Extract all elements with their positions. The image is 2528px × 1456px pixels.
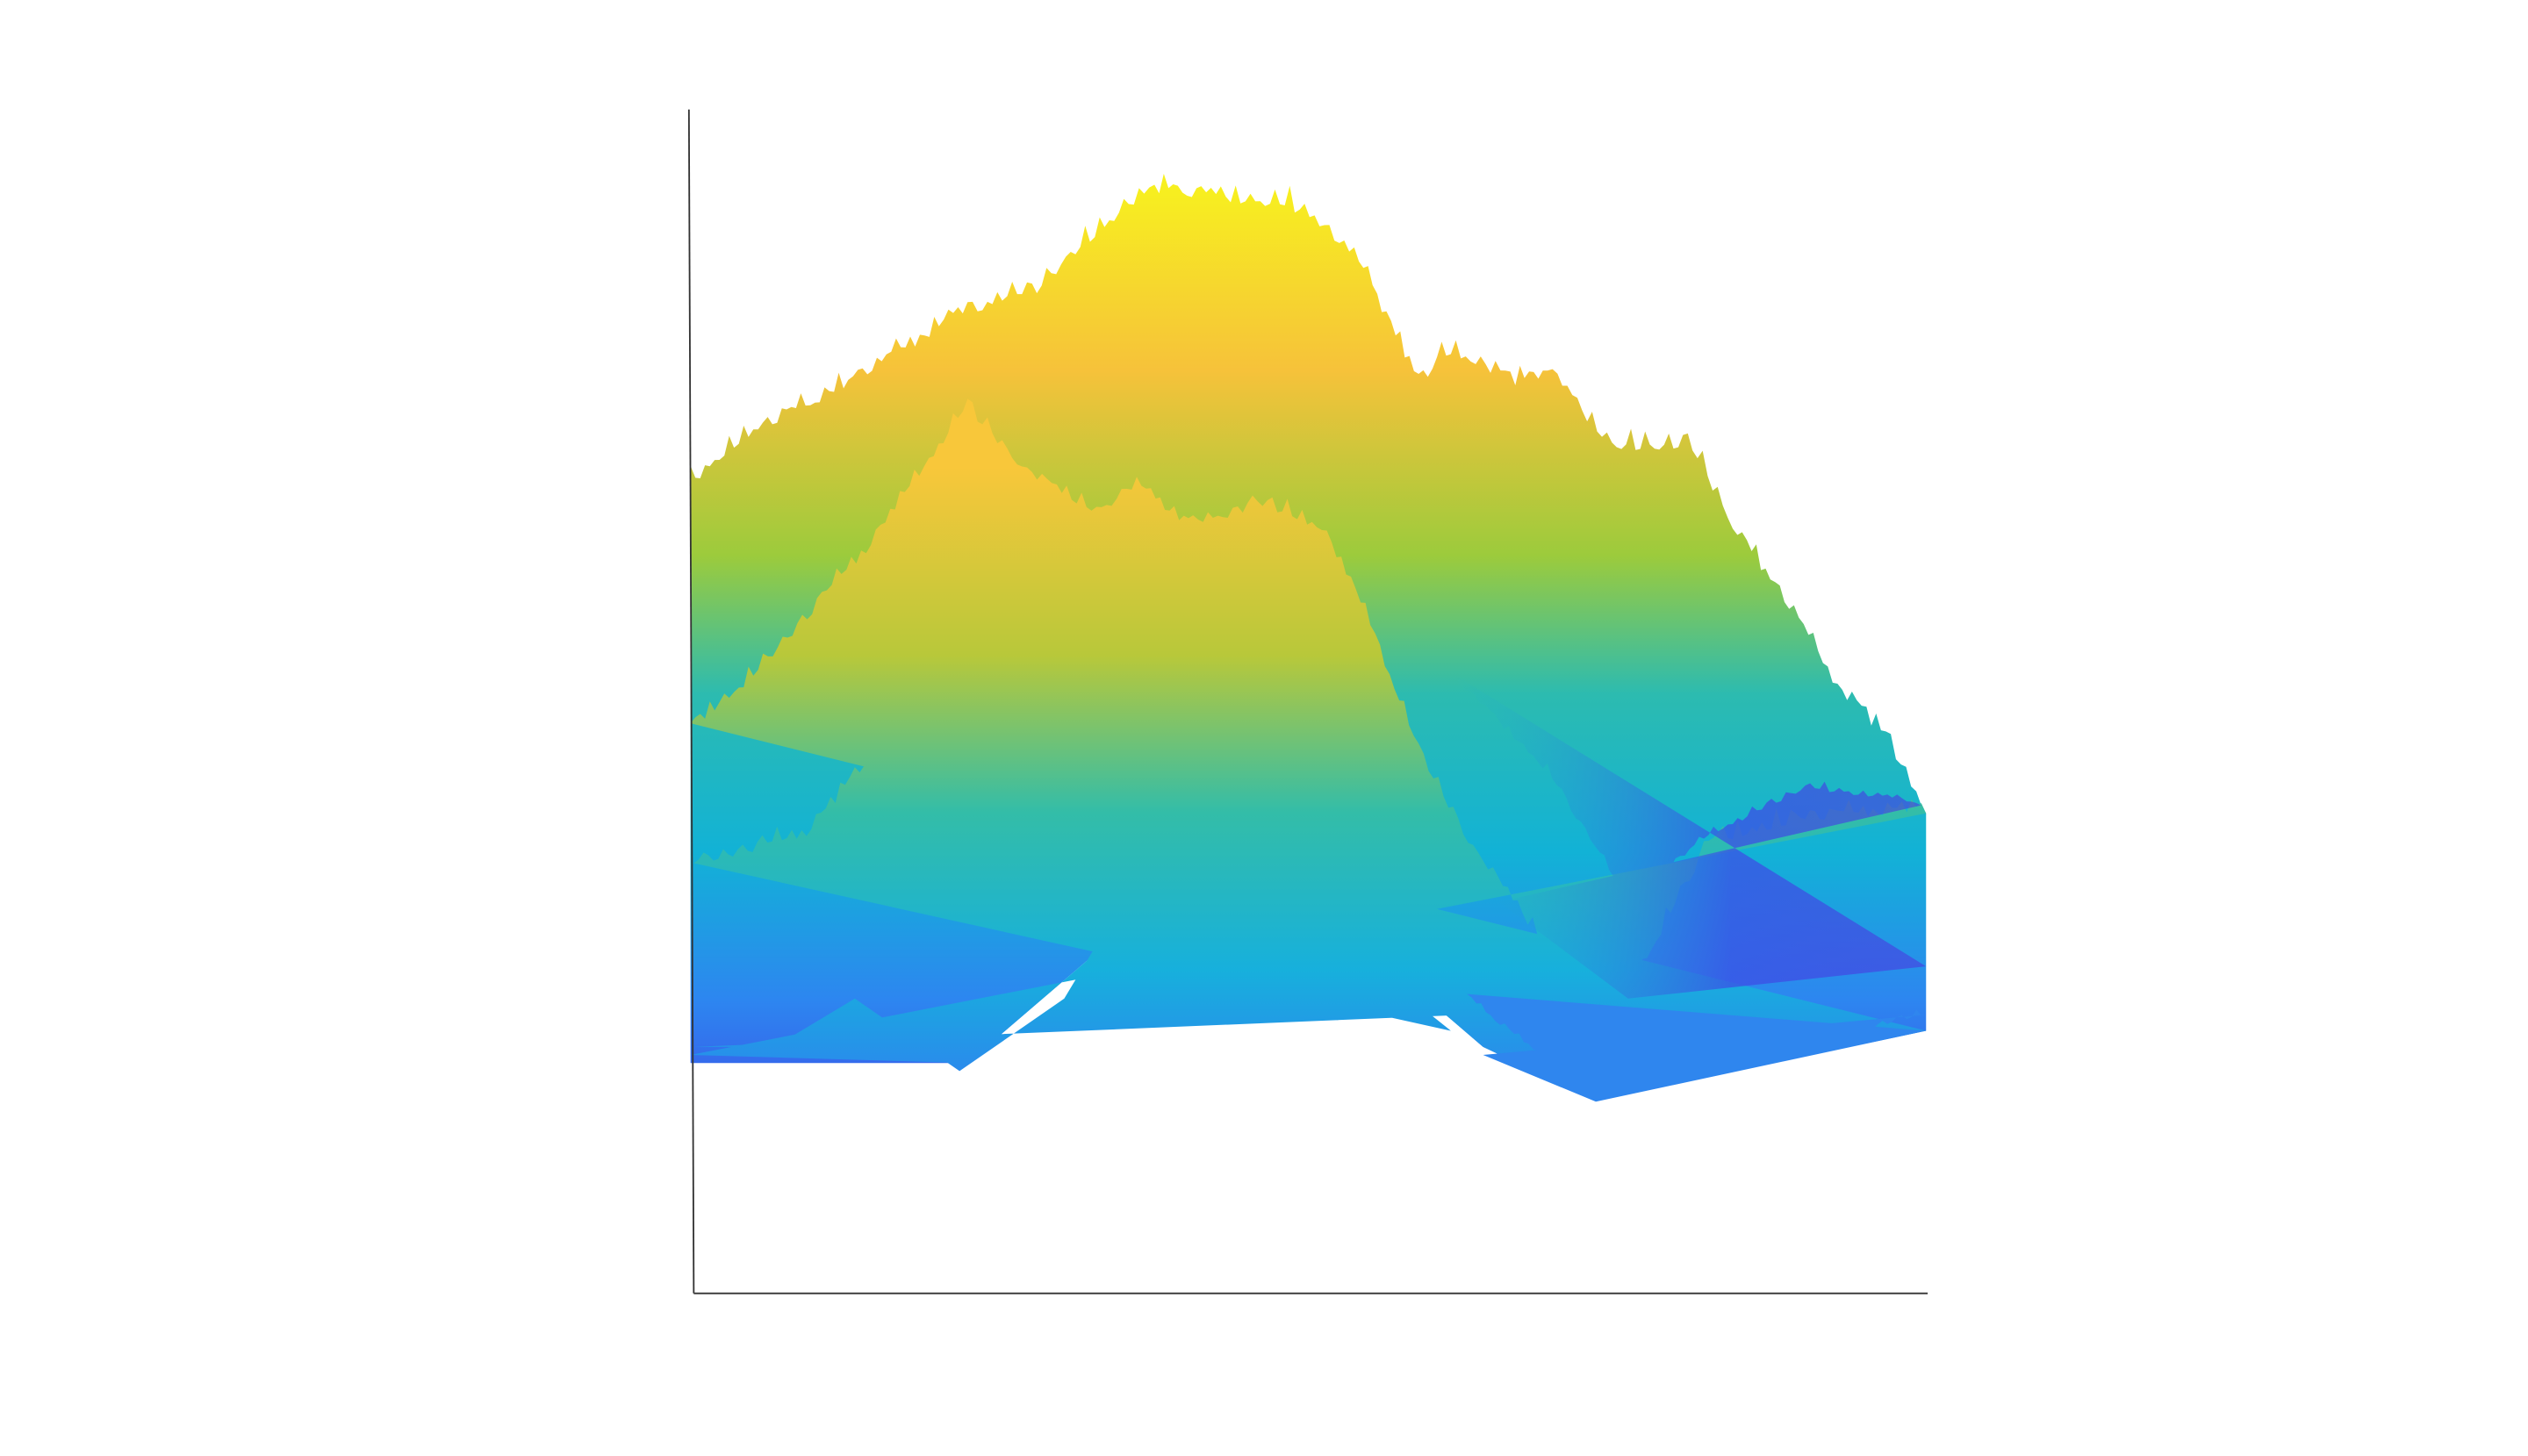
surface-skirt bbox=[1467, 993, 1927, 1102]
surface bbox=[690, 174, 1927, 1102]
surface-front bbox=[693, 580, 1468, 1072]
z-axis bbox=[687, 109, 695, 1294]
surface-valley bbox=[1450, 672, 1927, 999]
